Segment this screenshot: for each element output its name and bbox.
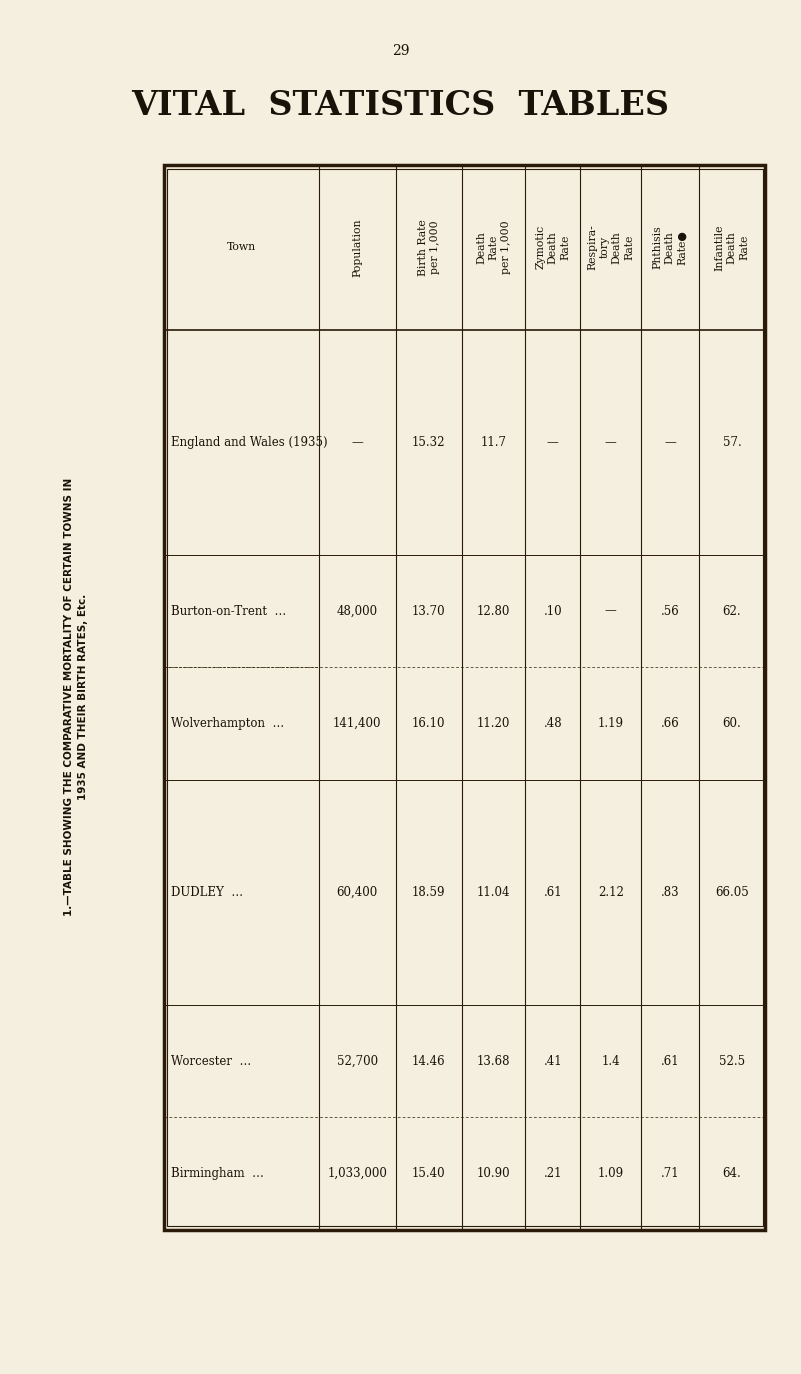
Text: .66: .66 (661, 717, 679, 730)
Text: 15.32: 15.32 (412, 436, 445, 449)
Text: .71: .71 (661, 1167, 679, 1180)
Text: Respira-
tory
Death
Rate: Respira- tory Death Rate (587, 224, 634, 271)
Text: 1.09: 1.09 (598, 1167, 624, 1180)
Text: 11.20: 11.20 (477, 717, 510, 730)
Text: .61: .61 (661, 1054, 679, 1068)
Text: Phthisis
Death
Rate●: Phthisis Death Rate● (653, 225, 687, 269)
Text: Death
Rate
per 1,000: Death Rate per 1,000 (476, 221, 511, 275)
Text: Worcester  …: Worcester … (171, 1054, 251, 1068)
Text: Town: Town (227, 242, 256, 253)
Text: 13.70: 13.70 (412, 605, 445, 618)
Text: 11.7: 11.7 (481, 436, 506, 449)
Text: 11.04: 11.04 (477, 886, 510, 899)
Text: —: — (605, 605, 617, 618)
Text: 12.80: 12.80 (477, 605, 510, 618)
Text: England and Wales (1935): England and Wales (1935) (171, 436, 328, 449)
Text: 66.05: 66.05 (715, 886, 749, 899)
Text: 141,400: 141,400 (333, 717, 381, 730)
Bar (164, 165, 765, 1230)
Text: Burton-on-Trent  …: Burton-on-Trent … (171, 605, 286, 618)
Text: .83: .83 (661, 886, 679, 899)
Text: DUDLEY  …: DUDLEY … (171, 886, 243, 899)
Text: 13.68: 13.68 (477, 1054, 510, 1068)
Text: —: — (351, 436, 363, 449)
Text: .56: .56 (661, 605, 679, 618)
Text: 15.40: 15.40 (412, 1167, 445, 1180)
Text: 1,033,000: 1,033,000 (327, 1167, 387, 1180)
Text: .10: .10 (543, 605, 562, 618)
Text: 60,400: 60,400 (336, 886, 378, 899)
Text: 2.12: 2.12 (598, 886, 623, 899)
Text: Population: Population (352, 218, 362, 276)
Text: .61: .61 (543, 886, 562, 899)
Text: Birmingham  …: Birmingham … (171, 1167, 264, 1180)
Text: Zymotic
Death
Rate: Zymotic Death Rate (535, 225, 570, 269)
Text: 48,000: 48,000 (336, 605, 377, 618)
Text: 1.—TABLE SHOWING THE COMPARATIVE MORTALITY OF CERTAIN TOWNS IN
1935 AND THEIR BI: 1.—TABLE SHOWING THE COMPARATIVE MORTALI… (64, 478, 88, 916)
Text: —: — (547, 436, 558, 449)
Text: Wolverhampton  …: Wolverhampton … (171, 717, 284, 730)
Text: 1.4: 1.4 (602, 1054, 620, 1068)
Text: —: — (605, 436, 617, 449)
Text: 52.5: 52.5 (718, 1054, 745, 1068)
Text: Birth Rate
per 1,000: Birth Rate per 1,000 (417, 218, 440, 276)
Text: 62.: 62. (723, 605, 741, 618)
Text: .21: .21 (544, 1167, 562, 1180)
Text: .48: .48 (543, 717, 562, 730)
Text: Infantile
Death
Rate: Infantile Death Rate (714, 224, 749, 271)
Text: 57.: 57. (723, 436, 741, 449)
Text: 52,700: 52,700 (336, 1054, 377, 1068)
Text: 29: 29 (392, 44, 409, 58)
Text: .41: .41 (543, 1054, 562, 1068)
Text: 1.19: 1.19 (598, 717, 624, 730)
Bar (167, 169, 763, 1226)
Text: 14.46: 14.46 (412, 1054, 445, 1068)
Text: 64.: 64. (723, 1167, 741, 1180)
Text: 10.90: 10.90 (477, 1167, 510, 1180)
Text: 60.: 60. (723, 717, 741, 730)
Text: VITAL  STATISTICS  TABLES: VITAL STATISTICS TABLES (131, 89, 670, 122)
Text: 18.59: 18.59 (412, 886, 445, 899)
Text: 16.10: 16.10 (412, 717, 445, 730)
Text: —: — (664, 436, 676, 449)
